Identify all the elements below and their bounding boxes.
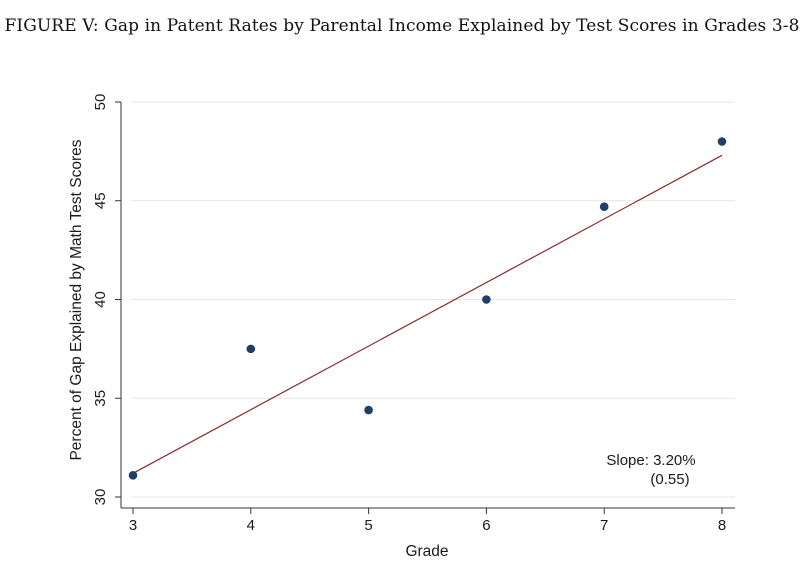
y-axis-ticks: 30 35 40 45 50 (92, 94, 121, 506)
x-axis-label: Grade (405, 543, 448, 560)
y-axis-label: Percent of Gap Explained by Math Test Sc… (68, 139, 85, 460)
figure-title: FIGURE V: Gap in Patent Rates by Parenta… (4, 16, 800, 36)
y-tick-label-35: 35 (92, 390, 109, 407)
data-point-grade-3 (128, 470, 138, 480)
data-point-grade-6 (482, 295, 491, 304)
data-point-grade-5 (364, 405, 373, 415)
y-tick-label-50: 50 (92, 94, 109, 111)
x-tick-label-8: 8 (718, 517, 726, 534)
data-point-grade-8 (717, 137, 727, 146)
data-point-grade-7 (599, 202, 609, 211)
x-tick-label-5: 5 (364, 517, 372, 534)
y-tick-label-45: 45 (92, 192, 109, 209)
axes (120, 102, 735, 509)
y-tick-label-30: 30 (92, 489, 109, 506)
x-tick-label-4: 4 (247, 517, 255, 534)
fit-line (132, 154, 723, 474)
x-tick-label-7: 7 (600, 517, 608, 534)
data-point-grade-4 (246, 344, 256, 354)
slope-annotation: Slope: 3.20% (606, 452, 695, 469)
x-tick-label-3: 3 (129, 517, 137, 534)
x-tick-label-6: 6 (482, 517, 490, 534)
slope-se-annotation: (0.55) (650, 471, 689, 488)
fit-line-group (132, 154, 723, 474)
gridlines (131, 101, 735, 498)
x-axis-ticks: 3 4 5 6 7 8 (129, 508, 726, 534)
y-tick-label-40: 40 (92, 291, 109, 308)
data-points (128, 137, 727, 480)
